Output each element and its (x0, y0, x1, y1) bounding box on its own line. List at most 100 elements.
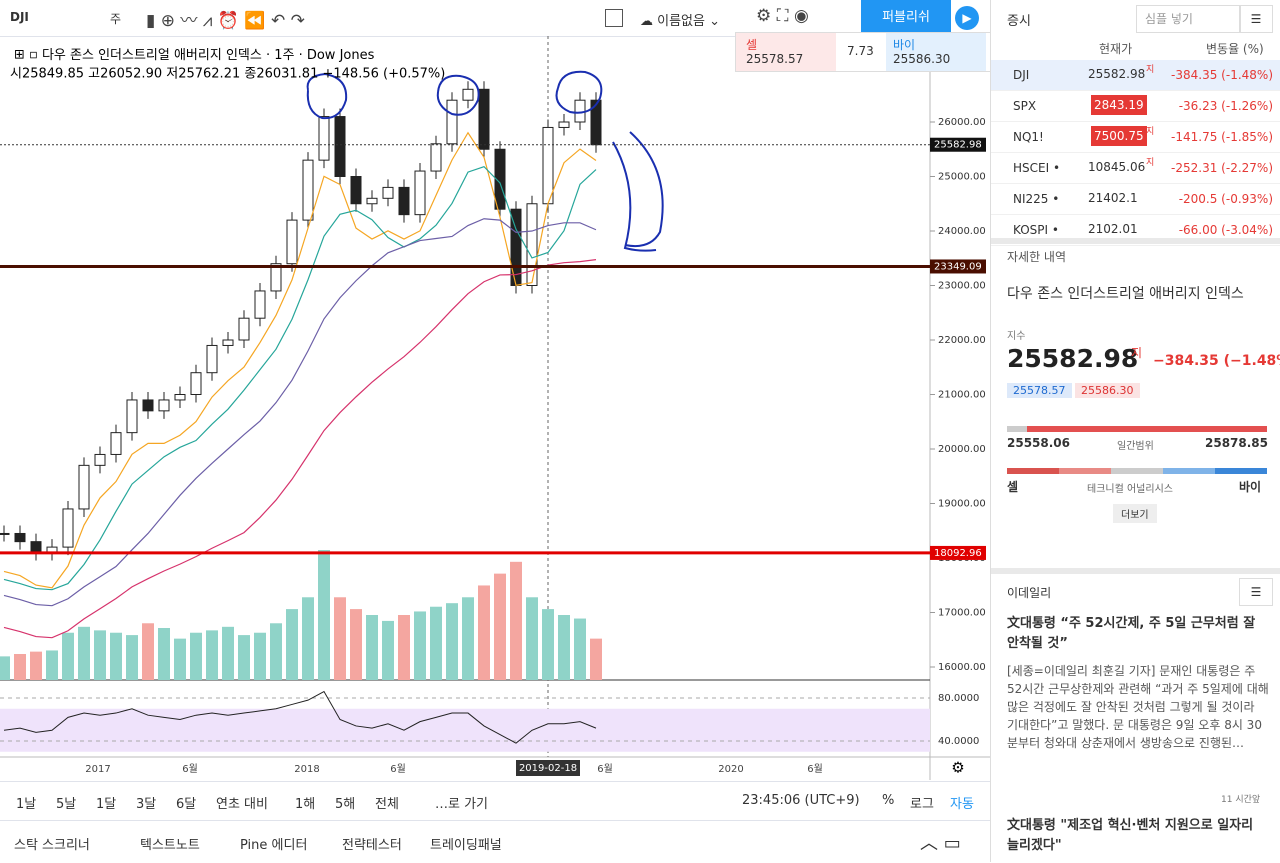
candle (526, 203, 538, 286)
candle (142, 399, 154, 412)
tab-icons[interactable]: ︿ ▭ (920, 833, 961, 854)
volume-bar (382, 620, 394, 680)
search-box[interactable]: 심플 넣기 (1136, 5, 1241, 33)
watchlist-row[interactable]: SPX 2843.19 -36.23 (-1.26%) (991, 91, 1280, 122)
buy-price[interactable]: 25586.30 (893, 52, 951, 66)
candle (14, 532, 26, 543)
option[interactable]: 자동 (950, 797, 974, 812)
volume-bar (526, 597, 538, 680)
candle (286, 219, 298, 265)
candle (350, 176, 362, 205)
y-tick-label: 17000.00 (938, 608, 986, 619)
interval[interactable]: 주 (110, 12, 122, 26)
last: 2843.19 (1091, 95, 1147, 115)
tool-icons[interactable]: ▮ ⊕ 〰 ⩘ ⏰ ⏪ ↶ ↷ (146, 11, 305, 31)
watchlist-row[interactable]: HSCEI • 10845.06 지 -252.31 (-2.27%) (991, 153, 1280, 184)
range-bar: 1날 5날 1달 3달 6달 연초 대비 1해 5해 전체 …로 가기 23:45:06 (UTC+… (0, 781, 990, 820)
y-tick-label: 26000.00 (938, 117, 986, 128)
moving-average (3, 259, 597, 639)
square-icon[interactable] (605, 9, 623, 27)
watchlist-title: 증시 (1007, 14, 1031, 29)
annotation-circle (555, 70, 603, 114)
tab[interactable]: 텍스트노트 (140, 838, 200, 853)
last: 21402.1 (1088, 191, 1138, 205)
range-button[interactable]: 6달 (176, 797, 197, 812)
annotation-arrow (612, 131, 664, 252)
watchlist-row[interactable]: NQ1! 7500.75 지 -141.75 (-1.85%) (991, 122, 1280, 153)
volume-bar (142, 623, 154, 680)
axis-settings[interactable]: ⚙ (951, 759, 964, 777)
range-button[interactable]: 전체 (375, 797, 399, 812)
option[interactable]: 로그 (910, 797, 934, 812)
volume-bar (222, 626, 234, 680)
symbol[interactable]: DJI (10, 10, 29, 24)
volume-bar (158, 628, 170, 680)
range-button[interactable]: 1달 (96, 797, 117, 812)
volume-bar (318, 550, 330, 680)
candle (158, 399, 170, 412)
play-button[interactable]: ▶ (955, 6, 979, 30)
range-button[interactable]: 5날 (56, 797, 77, 812)
candle (174, 394, 186, 401)
range-button[interactable]: 3달 (136, 797, 157, 812)
candle (94, 453, 106, 466)
news-headline[interactable]: 文대통령 "제조업 혁신·벤처 지원으로 일자리 늘리겠다" (1007, 818, 1254, 853)
range-button[interactable]: …로 가기 (435, 797, 489, 812)
tab[interactable]: Pine 에디터 (240, 838, 308, 853)
range-button[interactable]: 연초 대비 (216, 797, 268, 812)
tab[interactable]: 트레이딩패널 (430, 838, 502, 853)
more-button[interactable]: 더보기 (1113, 504, 1157, 523)
candle (222, 339, 234, 346)
instrument-name: 다우 존스 인더스트리얼 애버리지 인덱스 (1007, 286, 1244, 302)
candle (78, 464, 90, 510)
rsi-line (3, 690, 597, 744)
watchlist-row[interactable]: DJI 25582.98 지 -384.35 (-1.48%) (991, 60, 1280, 91)
range-button[interactable]: 1해 (295, 797, 316, 812)
change: -200.5 (-0.93%) (1178, 192, 1273, 206)
range-button[interactable]: 5해 (335, 797, 356, 812)
range-label: 일간범위 (1117, 441, 1154, 452)
candle (542, 126, 554, 205)
symbol: KOSPI • (1013, 223, 1059, 237)
candle (558, 121, 570, 128)
change: −384.35 (−1.48%) (1153, 353, 1280, 369)
tab[interactable]: 스탁 스크리너 (14, 838, 90, 853)
x-tick-label: 2020 (718, 764, 743, 775)
moving-average (3, 165, 597, 591)
x-tick-label: 2018 (294, 764, 319, 775)
option[interactable]: % (882, 793, 895, 808)
menu-button[interactable]: ☰ (1239, 5, 1273, 33)
watchlist-row[interactable]: NI225 • 21402.1 -200.5 (-0.93%) (991, 184, 1280, 215)
sell-price[interactable]: 25578.57 (746, 52, 804, 66)
price-tag: 지 (1131, 346, 1143, 360)
volume-bar (94, 630, 106, 680)
candle (446, 99, 458, 145)
news-menu[interactable]: ☰ (1239, 578, 1273, 606)
quote-box: 셀 25578.57 7.73 바이 25586.30 i + − (735, 32, 1037, 72)
details-title: 자세한 내역 (1007, 250, 1067, 264)
day-low: 25558.06 (1007, 436, 1071, 450)
watchlist-row[interactable]: KOSPI • 2102.01 -66.00 (-3.04%) (991, 215, 1280, 246)
y-tick-label: 22000.00 (938, 335, 986, 346)
toolbar: DJI 주 ▮ ⊕ 〰 ⩘ ⏰ ⏪ ↶ ↷ ☁ 이름없음 ⌄ ⚙ ⛶ ◉ 퍼블리… (0, 0, 990, 37)
candle (254, 290, 266, 319)
y-tick-label: 20000.00 (938, 444, 986, 455)
volume-bar (590, 638, 602, 680)
tab[interactable]: 전략테스터 (342, 838, 402, 853)
news-headline[interactable]: 文대통령 “주 52시간제, 주 5일 근무처럼 잘 안착될 것” (1007, 616, 1256, 651)
change: -66.00 (-3.04%) (1178, 223, 1273, 237)
volume-bar (126, 635, 138, 680)
range-button[interactable]: 1날 (16, 797, 37, 812)
volume-bar (14, 654, 26, 680)
y-tick-label: 24000.00 (938, 226, 986, 237)
level-label-bg (930, 259, 986, 274)
symbol: NQ1! (1013, 130, 1044, 144)
volume-bar (62, 632, 74, 680)
publish-button[interactable]: 퍼블리쉬 (861, 0, 951, 36)
last-price-label: 25582.98 (934, 140, 982, 151)
settings-icons[interactable]: ⚙ ⛶ ◉ (756, 6, 809, 26)
annotation-circle (436, 74, 480, 116)
layout-name[interactable]: ☁ 이름없음 ⌄ (640, 14, 721, 29)
level-label: 18092.96 (934, 548, 982, 559)
volume-bar (462, 597, 474, 680)
